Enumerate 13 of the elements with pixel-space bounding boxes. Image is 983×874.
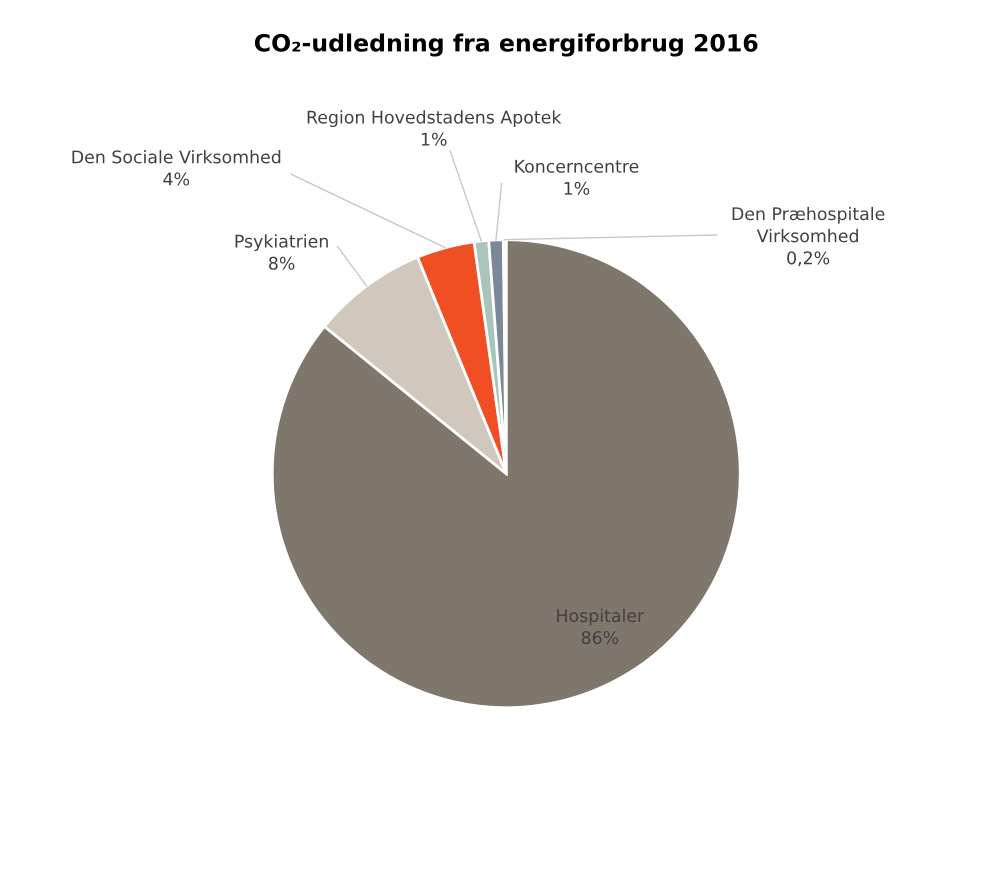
- data-label: 4%: [163, 172, 190, 186]
- slice-label: Koncerncentre: [515, 160, 638, 173]
- slice-label: Den Sociale Virksomhed: [72, 150, 280, 164]
- data-label: 86%: [582, 631, 618, 644]
- chart-title: CO₂-udledning fra energiforbrug 2016: [254, 33, 758, 57]
- slice-label: Den Præhospitale Virksomhed: [732, 206, 884, 242]
- data-label: 8%: [269, 256, 294, 270]
- data-label: 1%: [564, 182, 590, 195]
- slice-label: Psykiatrien: [236, 234, 328, 252]
- slice-label: Region Hovedstadens Apotek: [308, 110, 562, 128]
- data-label: 0,2%: [787, 251, 830, 266]
- data-label: 1%: [422, 132, 447, 146]
- slice-label: Hospitaler: [557, 608, 644, 626]
